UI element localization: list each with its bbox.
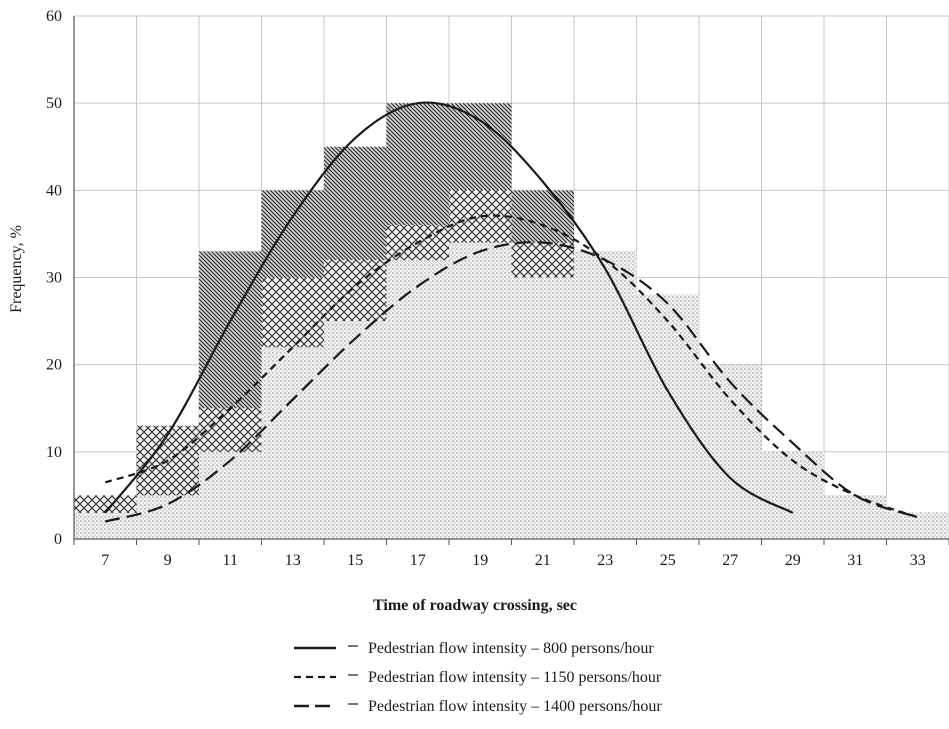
y-axis-title: Frequency, %	[8, 225, 25, 313]
curve-solid	[104, 101, 794, 514]
x-tick-label: 11	[223, 552, 238, 569]
x-tick-label: 27	[722, 552, 738, 569]
legend-solid-line-symbol	[294, 645, 358, 650]
x-tick-label: 19	[472, 552, 488, 569]
x-axis-title: Time of roadway crossing, sec	[373, 597, 577, 614]
bar-dotted	[886, 512, 949, 539]
legend: Pedestrian flow intensity – 800 persons/…	[292, 636, 852, 723]
bar-dotted	[136, 495, 199, 539]
x-tick-label: 21	[535, 552, 551, 569]
distribution-curves	[104, 101, 919, 523]
y-tick-label: 20	[46, 357, 62, 374]
bar-dotted	[199, 451, 262, 539]
x-tick-label: 7	[101, 552, 109, 569]
bar-dotted	[699, 364, 762, 539]
legend-item-1150: Pedestrian flow intensity – 1150 persons…	[292, 665, 852, 694]
x-tick-label: 23	[597, 552, 613, 569]
x-tick-label: 15	[347, 552, 363, 569]
bar-dotted	[386, 260, 449, 539]
legend-long-dash-symbol	[294, 703, 358, 708]
x-tick-label: 31	[847, 552, 863, 569]
curve-short-dash	[104, 214, 919, 519]
legend-item-1400: Pedestrian flow intensity – 1400 persons…	[292, 694, 852, 723]
bar-dotted	[761, 451, 824, 539]
x-tick-label: 13	[285, 552, 301, 569]
histogram-bars	[74, 103, 949, 540]
x-tick-label: 33	[910, 552, 926, 569]
y-tick-label: 10	[46, 444, 62, 461]
bar-dotted	[511, 277, 574, 539]
bar-dotted	[636, 294, 699, 539]
y-tick-label: 50	[46, 95, 62, 112]
axes: 0 10 20 30 40 50 60 7 9 11 13 15 17 19 21 23 25 27 29 31 33	[46, 8, 949, 569]
y-tick-label: 0	[54, 531, 62, 548]
bar-dotted	[574, 251, 637, 539]
x-tick-label: 29	[785, 552, 801, 569]
bar-dotted	[261, 347, 324, 539]
legend-label: Pedestrian flow intensity – 1150 persons…	[368, 669, 662, 686]
bar-dotted	[74, 512, 137, 539]
bar-dotted	[824, 495, 887, 539]
legend-short-dash-symbol	[294, 674, 358, 679]
legend-item-800: Pedestrian flow intensity – 800 persons/…	[292, 636, 852, 665]
bar-dotted	[449, 242, 512, 539]
x-tick-label: 25	[660, 552, 676, 569]
legend-label: Pedestrian flow intensity – 800 persons/…	[368, 640, 654, 657]
x-tick-label: 9	[164, 552, 172, 569]
y-tick-label: 40	[46, 182, 62, 199]
y-tick-label: 30	[46, 270, 62, 287]
x-tick-label: 17	[410, 552, 426, 569]
legend-label: Pedestrian flow intensity – 1400 persons…	[368, 698, 662, 715]
y-tick-label: 60	[46, 8, 62, 25]
curve-long-dash	[104, 241, 919, 523]
bar-dotted	[324, 321, 387, 539]
